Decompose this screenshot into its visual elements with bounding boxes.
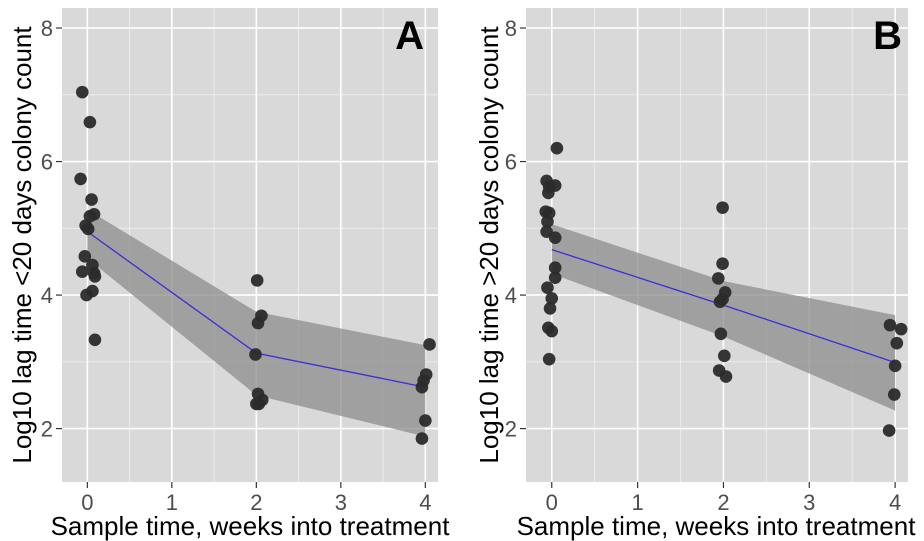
- data-point: [74, 172, 87, 186]
- data-point: [543, 302, 557, 315]
- data-points: [539, 141, 908, 437]
- x-axis-title: Sample time, weeks into treatment: [51, 511, 451, 541]
- data-point: [541, 281, 554, 295]
- data-point: [717, 349, 731, 363]
- data-point: [75, 265, 89, 279]
- y-tick-label: 4: [505, 283, 517, 308]
- data-point: [545, 292, 559, 305]
- data-point: [423, 338, 436, 351]
- data-point: [415, 432, 429, 445]
- data-point: [542, 352, 556, 366]
- x-tick-label: 1: [631, 490, 643, 515]
- data-point: [75, 85, 89, 99]
- data-point: [250, 274, 264, 287]
- data-point: [714, 327, 728, 341]
- y-axis-title: Log10 lag time <20 days colony count: [7, 26, 37, 464]
- data-point: [419, 414, 432, 427]
- confidence-band: [551, 224, 896, 411]
- data-point: [894, 322, 908, 336]
- data-point: [719, 370, 733, 383]
- data-point: [887, 388, 901, 401]
- data-point: [85, 193, 98, 206]
- data-point: [888, 359, 902, 373]
- data-points: [74, 85, 436, 445]
- panel-label: B: [873, 14, 902, 58]
- x-tick-label: 1: [166, 490, 178, 515]
- x-tick-label: 2: [250, 490, 262, 515]
- grid: [526, 8, 908, 482]
- y-axis-title: Log10 lag time >20 days colony count: [474, 26, 504, 464]
- data-point: [415, 380, 429, 394]
- axes: 0 1 2 3 4 2 4 6 8: [41, 16, 432, 515]
- x-tick-label: 0: [546, 490, 558, 515]
- data-point: [545, 324, 559, 338]
- axes: 0 1 2 3 4 2 4 6 8: [505, 16, 901, 515]
- data-point: [541, 215, 554, 228]
- data-point: [250, 397, 263, 411]
- data-point: [548, 271, 562, 285]
- x-tick-label: 3: [803, 490, 815, 515]
- x-tick-label: 2: [717, 490, 729, 515]
- y-tick-label: 2: [505, 417, 517, 442]
- panel-a: 0 1 2 3 4 2 4 6 8 A Sample time, weeks into trea…: [7, 8, 450, 541]
- data-point: [249, 348, 262, 361]
- data-point: [88, 270, 102, 283]
- panel-label: A: [395, 14, 424, 58]
- x-tick-label: 0: [81, 490, 93, 515]
- data-point: [548, 231, 562, 244]
- data-point: [713, 295, 727, 309]
- data-point: [83, 115, 97, 129]
- data-point: [550, 141, 564, 155]
- x-tick-label: 4: [889, 490, 901, 515]
- data-point: [711, 272, 725, 285]
- y-tick-label: 8: [41, 16, 53, 41]
- y-tick-label: 6: [505, 150, 517, 175]
- x-tick-label: 4: [419, 490, 431, 515]
- data-point: [882, 424, 896, 437]
- x-axis-title: Sample time, weeks into treatment: [517, 511, 917, 541]
- x-tick-label: 3: [335, 490, 347, 515]
- data-point: [716, 201, 729, 214]
- data-point: [78, 250, 92, 263]
- data-point: [883, 318, 897, 332]
- y-tick-label: 8: [505, 16, 517, 41]
- data-point: [88, 333, 102, 347]
- data-point: [81, 222, 95, 236]
- data-point: [890, 336, 904, 350]
- data-point: [251, 316, 265, 330]
- panel-b: 0 1 2 3 4 2 4 6 8 B Sample time, weeks into trea…: [474, 8, 916, 541]
- data-point: [542, 186, 555, 200]
- y-tick-label: 2: [41, 417, 53, 442]
- data-point: [548, 261, 562, 274]
- y-tick-label: 6: [41, 150, 53, 175]
- y-tick-label: 4: [41, 283, 53, 308]
- data-point: [80, 288, 93, 302]
- data-point: [716, 257, 729, 270]
